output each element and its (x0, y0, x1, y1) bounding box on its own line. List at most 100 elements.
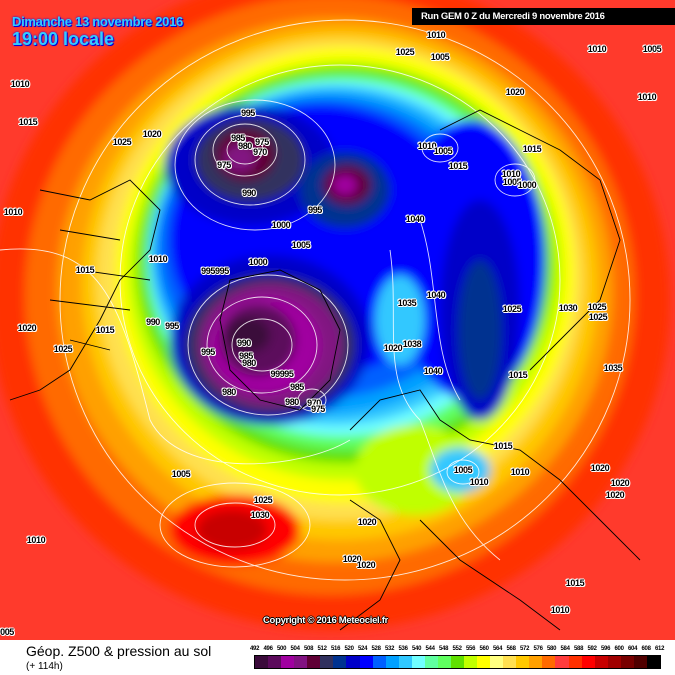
pressure-label: 1020 (505, 87, 525, 97)
pressure-label: 1010 (637, 92, 657, 102)
legend-tick-label: 568 (506, 646, 516, 652)
pressure-label: 970 (307, 398, 321, 408)
pressure-label: 1030 (250, 510, 270, 520)
legend-tick-label: 552 (452, 646, 462, 652)
legend-tick-label: 532 (385, 646, 395, 652)
legend-swatch (437, 656, 451, 668)
pressure-label: 1010 (501, 169, 521, 179)
pressure-label: 985 (231, 133, 245, 143)
legend-tick-label: 592 (587, 646, 597, 652)
legend-swatch (581, 656, 595, 668)
legend-swatch (268, 656, 282, 668)
pressure-label: 980 (238, 141, 252, 151)
legend-swatch (411, 656, 425, 668)
legend-tick-label: 496 (263, 646, 273, 652)
pressure-label: 995 (201, 347, 215, 357)
pressure-label: 1010 (550, 605, 570, 615)
pressure-label: 1010 (417, 141, 437, 151)
legend-swatch (542, 656, 556, 668)
legend-tick-label: 608 (641, 646, 651, 652)
pressure-label: 1030 (558, 303, 578, 313)
run-info: Run GEM 0 Z du Mercredi 9 novembre 2016 (412, 8, 675, 25)
legend-swatch (255, 656, 269, 668)
pressure-label: 1015 (95, 325, 115, 335)
pressure-label: 1000 (271, 220, 291, 230)
pressure-label: 1015 (493, 441, 513, 451)
forecast-lead-time: (+ 114h) (26, 661, 63, 672)
pressure-label: 1010 (587, 44, 607, 54)
pressure-label: 1010 (510, 467, 530, 477)
pressure-label: 1040 (405, 214, 425, 224)
legend-swatch (503, 656, 517, 668)
legend-tick-label: 560 (479, 646, 489, 652)
pressure-label: 1015 (448, 161, 468, 171)
pressure-label: 1020 (605, 490, 625, 500)
legend-bar (254, 655, 661, 669)
pressure-label: 980 (242, 358, 256, 368)
pressure-label: 99995 (270, 369, 294, 379)
pressure-label: 1025 (588, 312, 608, 322)
legend-swatch (464, 656, 478, 668)
legend-tick-label: 500 (277, 646, 287, 652)
legend-swatch (294, 656, 308, 668)
pressure-label: 995 (308, 205, 322, 215)
legend-swatch (594, 656, 608, 668)
pressure-label: 1015 (75, 265, 95, 275)
pressure-label: 990 (146, 317, 160, 327)
pressure-label: 1010 (26, 535, 46, 545)
legend-tick-label: 596 (601, 646, 611, 652)
pressure-label: 1040 (423, 366, 443, 376)
pressure-label: 980 (222, 387, 236, 397)
legend-tick-label: 548 (439, 646, 449, 652)
legend-swatch (372, 656, 386, 668)
legend-tick-label: 588 (574, 646, 584, 652)
coastlines (9, 109, 641, 631)
legend-swatch (490, 656, 504, 668)
legend-swatch (646, 656, 660, 668)
pressure-label: 1038 (402, 339, 422, 349)
pressure-label: 1005 (291, 240, 311, 250)
pressure-label: 1010 (148, 254, 168, 264)
pressure-label: 1040 (426, 290, 446, 300)
pressure-label: 1000 (517, 180, 537, 190)
pressure-label: 1020 (383, 343, 403, 353)
legend-tick-label: 492 (250, 646, 260, 652)
pressure-label: 1010 (469, 477, 489, 487)
pressure-label: 975 (217, 160, 231, 170)
legend-tick-label: 564 (493, 646, 503, 652)
legend-swatch (555, 656, 569, 668)
pressure-label: 1015 (565, 578, 585, 588)
pressure-label: 980 (285, 397, 299, 407)
color-scale-legend: 492 496 500 504 508 512 516 520 524 528 532 536 540 5… (250, 646, 669, 669)
legend-swatch (529, 656, 543, 668)
map-title: Géop. Z500 & pression au sol (26, 643, 212, 659)
legend-swatch (281, 656, 295, 668)
pressure-label: 1000 (248, 257, 268, 267)
legend-swatch (620, 656, 634, 668)
pressure-label: 1035 (603, 363, 623, 373)
pressure-label: 1015 (508, 370, 528, 380)
legend-tick-label: 508 (304, 646, 314, 652)
pressure-label: 1010 (10, 79, 30, 89)
forecast-date: Dimanche 13 novembre 2016 (12, 14, 183, 29)
legend-swatch (398, 656, 412, 668)
legend-swatch (346, 656, 360, 668)
pressure-label: 1035 (397, 298, 417, 308)
legend-swatch (333, 656, 347, 668)
legend-swatch (424, 656, 438, 668)
pressure-label: 1020 (356, 560, 376, 570)
pressure-label: 990 (237, 338, 251, 348)
legend-swatch (359, 656, 373, 668)
pressure-label: 1005 (502, 177, 522, 187)
legend-tick-label: 524 (358, 646, 368, 652)
pressure-label: 1025 (395, 47, 415, 57)
legend-swatch (477, 656, 491, 668)
geopotential-field (0, 0, 670, 631)
pressure-label: 005 (0, 627, 14, 637)
legend-tick-label: 536 (398, 646, 408, 652)
pressure-label: 1005 (642, 44, 662, 54)
pressure-label: 1020 (142, 129, 162, 139)
legend-tick-label: 504 (290, 646, 300, 652)
pressure-label: 985 (290, 382, 304, 392)
pressure-label: 1020 (17, 323, 37, 333)
